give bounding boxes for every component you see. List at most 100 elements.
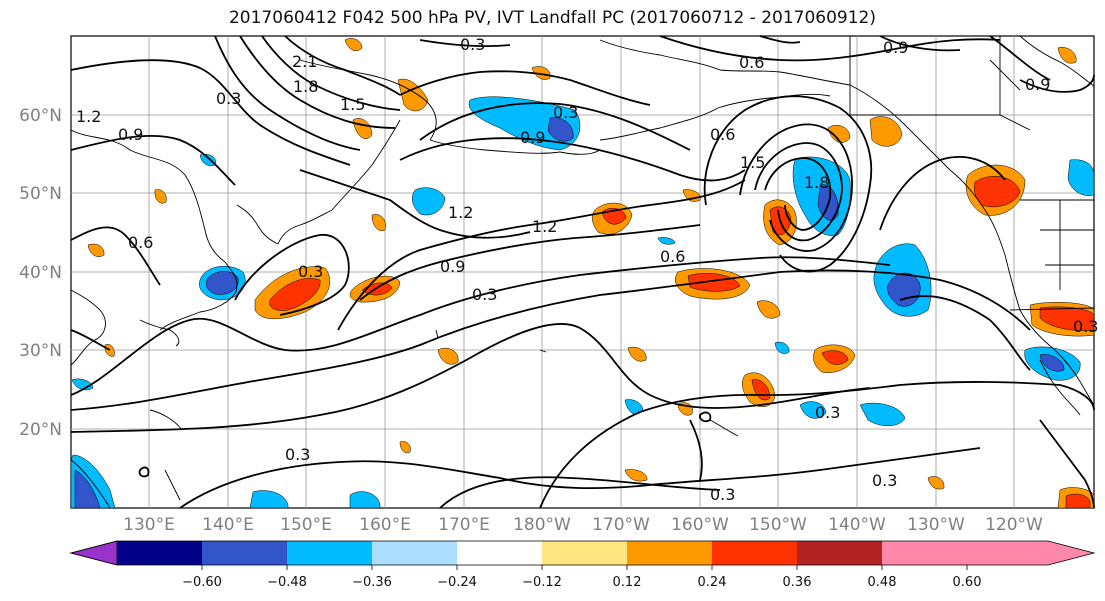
contour-label: 0.9 — [520, 128, 545, 147]
lon-label: 130°W — [907, 515, 965, 535]
contour-label: 1.5 — [340, 95, 365, 114]
colorbar-segment — [712, 541, 797, 565]
negative-anomaly-core — [547, 117, 574, 142]
lon-label: 180°W — [513, 515, 571, 535]
colorbar-segment — [542, 541, 627, 565]
contour-label: 0.3 — [285, 445, 310, 464]
colorbar-tick-label: 0.12 — [613, 575, 642, 590]
contour-label: 1.8 — [804, 173, 829, 192]
positive-anomaly — [627, 346, 647, 362]
negative-anomaly — [859, 402, 906, 426]
colorbar-upper-extension — [967, 541, 1094, 565]
colorbar-segment — [117, 541, 202, 565]
positive-anomaly — [927, 476, 945, 490]
contour-label: 0.3 — [1073, 317, 1098, 336]
lon-label: 130°E — [123, 515, 175, 535]
contour-label: 0.3 — [472, 285, 497, 304]
positive-anomaly-core — [269, 278, 321, 311]
contour-label: 1.2 — [76, 107, 101, 126]
contour-label: 0.3 — [815, 403, 840, 422]
contour-label: 2.1 — [292, 52, 317, 71]
pv-contours — [70, 35, 1095, 509]
positive-anomaly-core — [1065, 493, 1091, 509]
lat-label: 50°N — [19, 184, 62, 204]
colorbar-labels: −0.60 −0.48 −0.36 −0.24 −0.12 0.12 0.24 … — [182, 575, 981, 590]
lon-label: 160°W — [671, 515, 729, 535]
contour-label: 1.5 — [740, 153, 765, 172]
positive-anomaly — [869, 116, 903, 147]
colorbar-tick-label: 0.48 — [868, 575, 897, 590]
contour-label: 0.6 — [710, 125, 735, 144]
contour-label: 0.9 — [1025, 75, 1050, 94]
colorbar-tick-label: −0.36 — [352, 575, 392, 590]
colorbar-tick-label: 0.24 — [698, 575, 727, 590]
lat-label: 20°N — [19, 420, 62, 440]
negative-anomaly — [657, 237, 676, 245]
positive-anomaly-core — [821, 350, 849, 365]
colorbar-segment — [882, 541, 967, 565]
map-title: 2017060412 F042 500 hPa PV, IVT Landfall… — [228, 8, 876, 28]
lat-label: 30°N — [19, 341, 62, 361]
negative-anomaly — [1067, 159, 1095, 196]
negative-anomaly — [799, 401, 827, 419]
positive-anomaly — [399, 441, 411, 454]
contour-label: 0.6 — [128, 233, 153, 252]
lon-label: 150°E — [280, 515, 332, 535]
contour-label: 0.3 — [872, 471, 897, 490]
colorbar-tick-label: −0.12 — [522, 575, 562, 590]
colorbar-ticks — [201, 565, 968, 570]
contour-label: 0.3 — [216, 89, 241, 108]
positive-anomaly — [756, 300, 781, 319]
positive-anomaly — [344, 38, 363, 51]
latitude-labels: 60°N 50°N 40°N 30°N 20°N — [19, 106, 62, 440]
colorbar-tick-label: −0.24 — [437, 575, 477, 590]
positive-anomaly — [1057, 47, 1077, 64]
contour-label: 1.2 — [448, 203, 473, 222]
negative-anomaly-core — [206, 271, 239, 295]
negative-anomaly — [412, 187, 446, 216]
positive-anomaly — [437, 347, 459, 365]
positive-anomaly-core — [974, 176, 1021, 208]
lat-label: 60°N — [19, 106, 62, 126]
contour-label: 1.2 — [532, 217, 557, 236]
colorbar-tick-label: 0.36 — [783, 575, 812, 590]
negative-anomaly-core — [74, 469, 101, 509]
map-panel: 2.1 1.8 1.5 1.2 0.9 0.6 0.3 0.3 0.6 0.9 … — [70, 35, 1098, 509]
negative-anomaly — [774, 341, 790, 354]
lon-label: 140°W — [828, 515, 886, 535]
contour-label: 0.9 — [883, 38, 908, 57]
colorbar-segment — [202, 541, 287, 565]
colorbar-segment — [797, 541, 882, 565]
colorbar-segment — [287, 541, 372, 565]
lon-label: 170°E — [438, 515, 490, 535]
colorbar-lower-extension — [69, 540, 118, 566]
lon-label: 160°E — [359, 515, 411, 535]
positive-anomaly — [827, 125, 851, 143]
colorbar: −0.60 −0.48 −0.36 −0.24 −0.12 0.12 0.24 … — [69, 540, 1096, 590]
positive-anomaly — [371, 214, 386, 231]
contour-labels: 2.1 1.8 1.5 1.2 0.9 0.6 0.3 0.3 0.6 0.9 … — [76, 35, 1098, 504]
colorbar-outline — [69, 540, 1096, 566]
contour-label: 0.9 — [118, 125, 143, 144]
positive-anomaly — [624, 469, 648, 482]
contour-label: 0.3 — [298, 262, 323, 281]
colorbar-tick-label: 0.60 — [953, 575, 982, 590]
positive-anomaly — [531, 66, 551, 80]
negative-anomaly — [349, 491, 381, 509]
colorbar-segment — [627, 541, 712, 565]
longitude-labels: 130°E 140°E 150°E 160°E 170°E 180°W 170°… — [123, 515, 1043, 535]
positive-anomaly — [87, 243, 105, 257]
contour-label: 0.6 — [739, 53, 764, 72]
positive-anomaly-core — [687, 273, 741, 292]
contour-label: 0.6 — [660, 247, 685, 266]
contour-label: 1.8 — [293, 77, 318, 96]
positive-anomaly — [154, 189, 167, 204]
contour-label: 0.3 — [460, 35, 485, 54]
negative-anomaly — [249, 490, 289, 509]
positive-anomaly-core — [1039, 306, 1095, 331]
lat-label: 40°N — [19, 263, 62, 283]
lon-label: 120°W — [985, 515, 1043, 535]
colorbar-tick-label: −0.60 — [182, 575, 222, 590]
colorbar-segment — [457, 541, 542, 565]
negative-anomaly-core — [1039, 354, 1065, 372]
